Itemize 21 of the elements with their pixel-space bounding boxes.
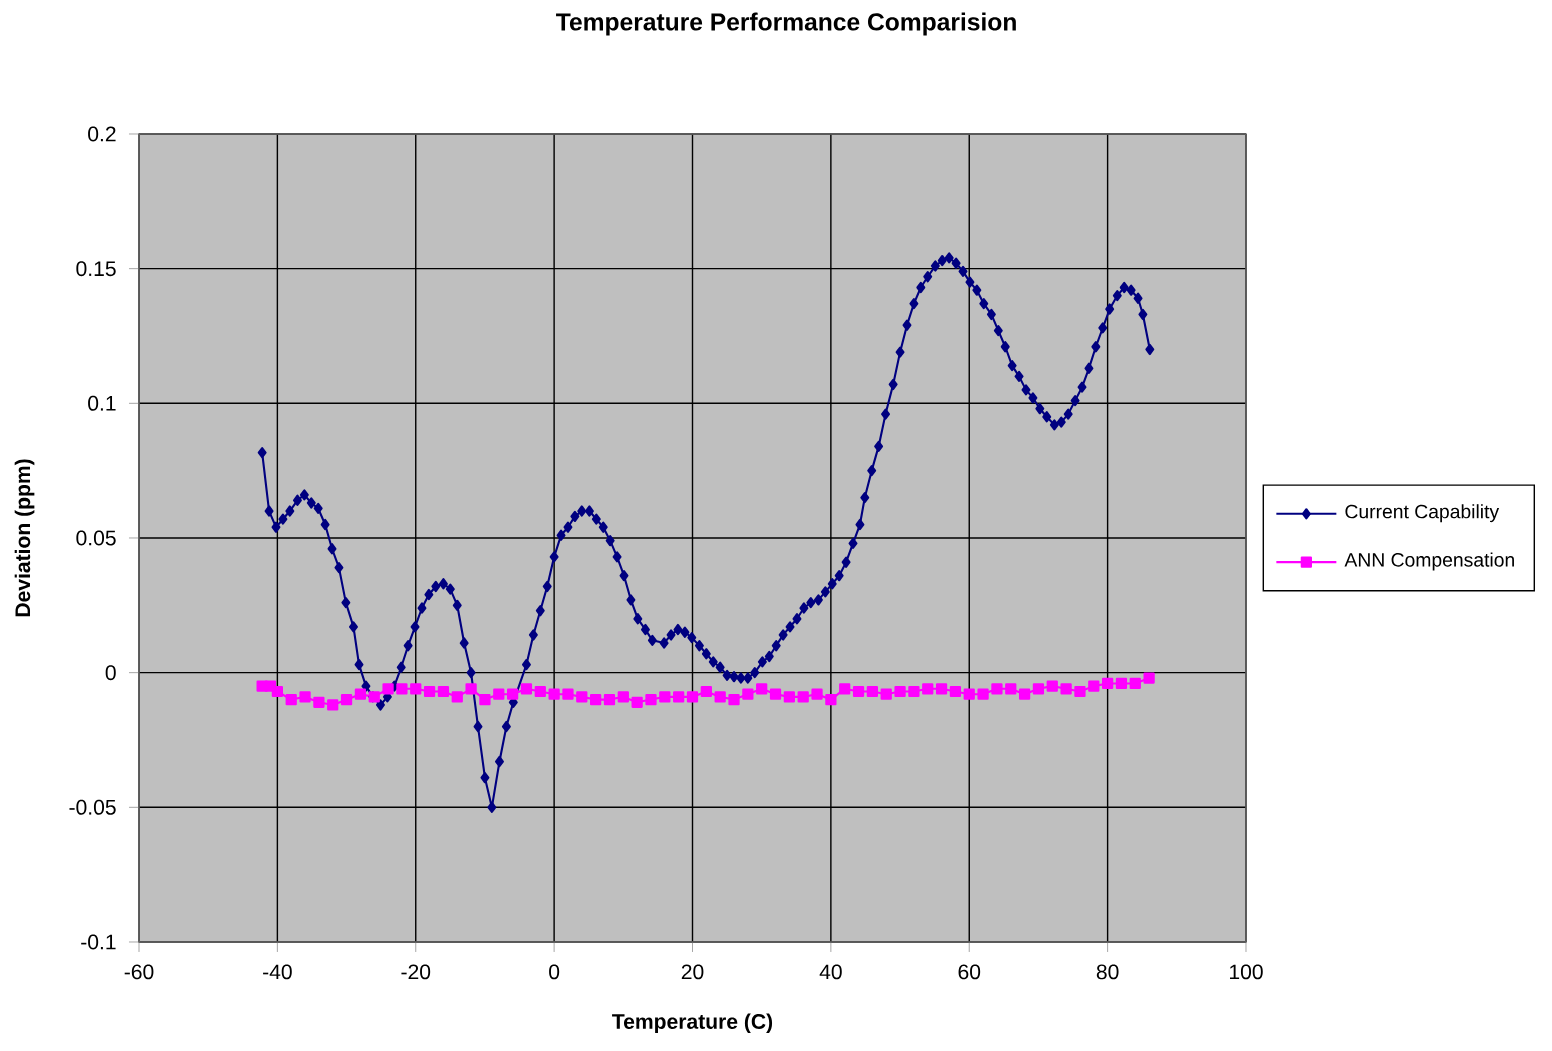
x-tick-label: 20 bbox=[681, 964, 704, 980]
y-tick-label: 0.2 bbox=[88, 126, 116, 142]
x-tick-label: -40 bbox=[263, 964, 292, 980]
y-tick-label: -0.05 bbox=[69, 799, 116, 815]
x-tick-label: -20 bbox=[401, 964, 431, 980]
x-tick-label: 60 bbox=[958, 964, 981, 980]
x-axis-title: Temperature (C) bbox=[612, 1013, 773, 1034]
x-tick-label: 80 bbox=[1096, 964, 1119, 980]
x-tick-label: 40 bbox=[819, 964, 842, 980]
y-tick-label: 0.1 bbox=[88, 395, 116, 411]
y-tick-label: 0 bbox=[105, 665, 116, 681]
chart-title: Temperature Performance Comparision bbox=[556, 12, 1016, 36]
x-tick-label: 0 bbox=[549, 964, 560, 980]
y-tick-label: 0.15 bbox=[76, 261, 116, 277]
x-tick-label: 100 bbox=[1230, 964, 1263, 980]
x-tick-label: -60 bbox=[124, 964, 154, 980]
legend-label: ANN Compensation bbox=[1344, 552, 1514, 571]
y-axis-title: Deviation (ppm) bbox=[14, 459, 35, 617]
y-tick-label: 0.05 bbox=[76, 530, 116, 546]
legend-label: Current Capability bbox=[1345, 504, 1500, 523]
y-tick-label: -0.1 bbox=[81, 934, 116, 950]
